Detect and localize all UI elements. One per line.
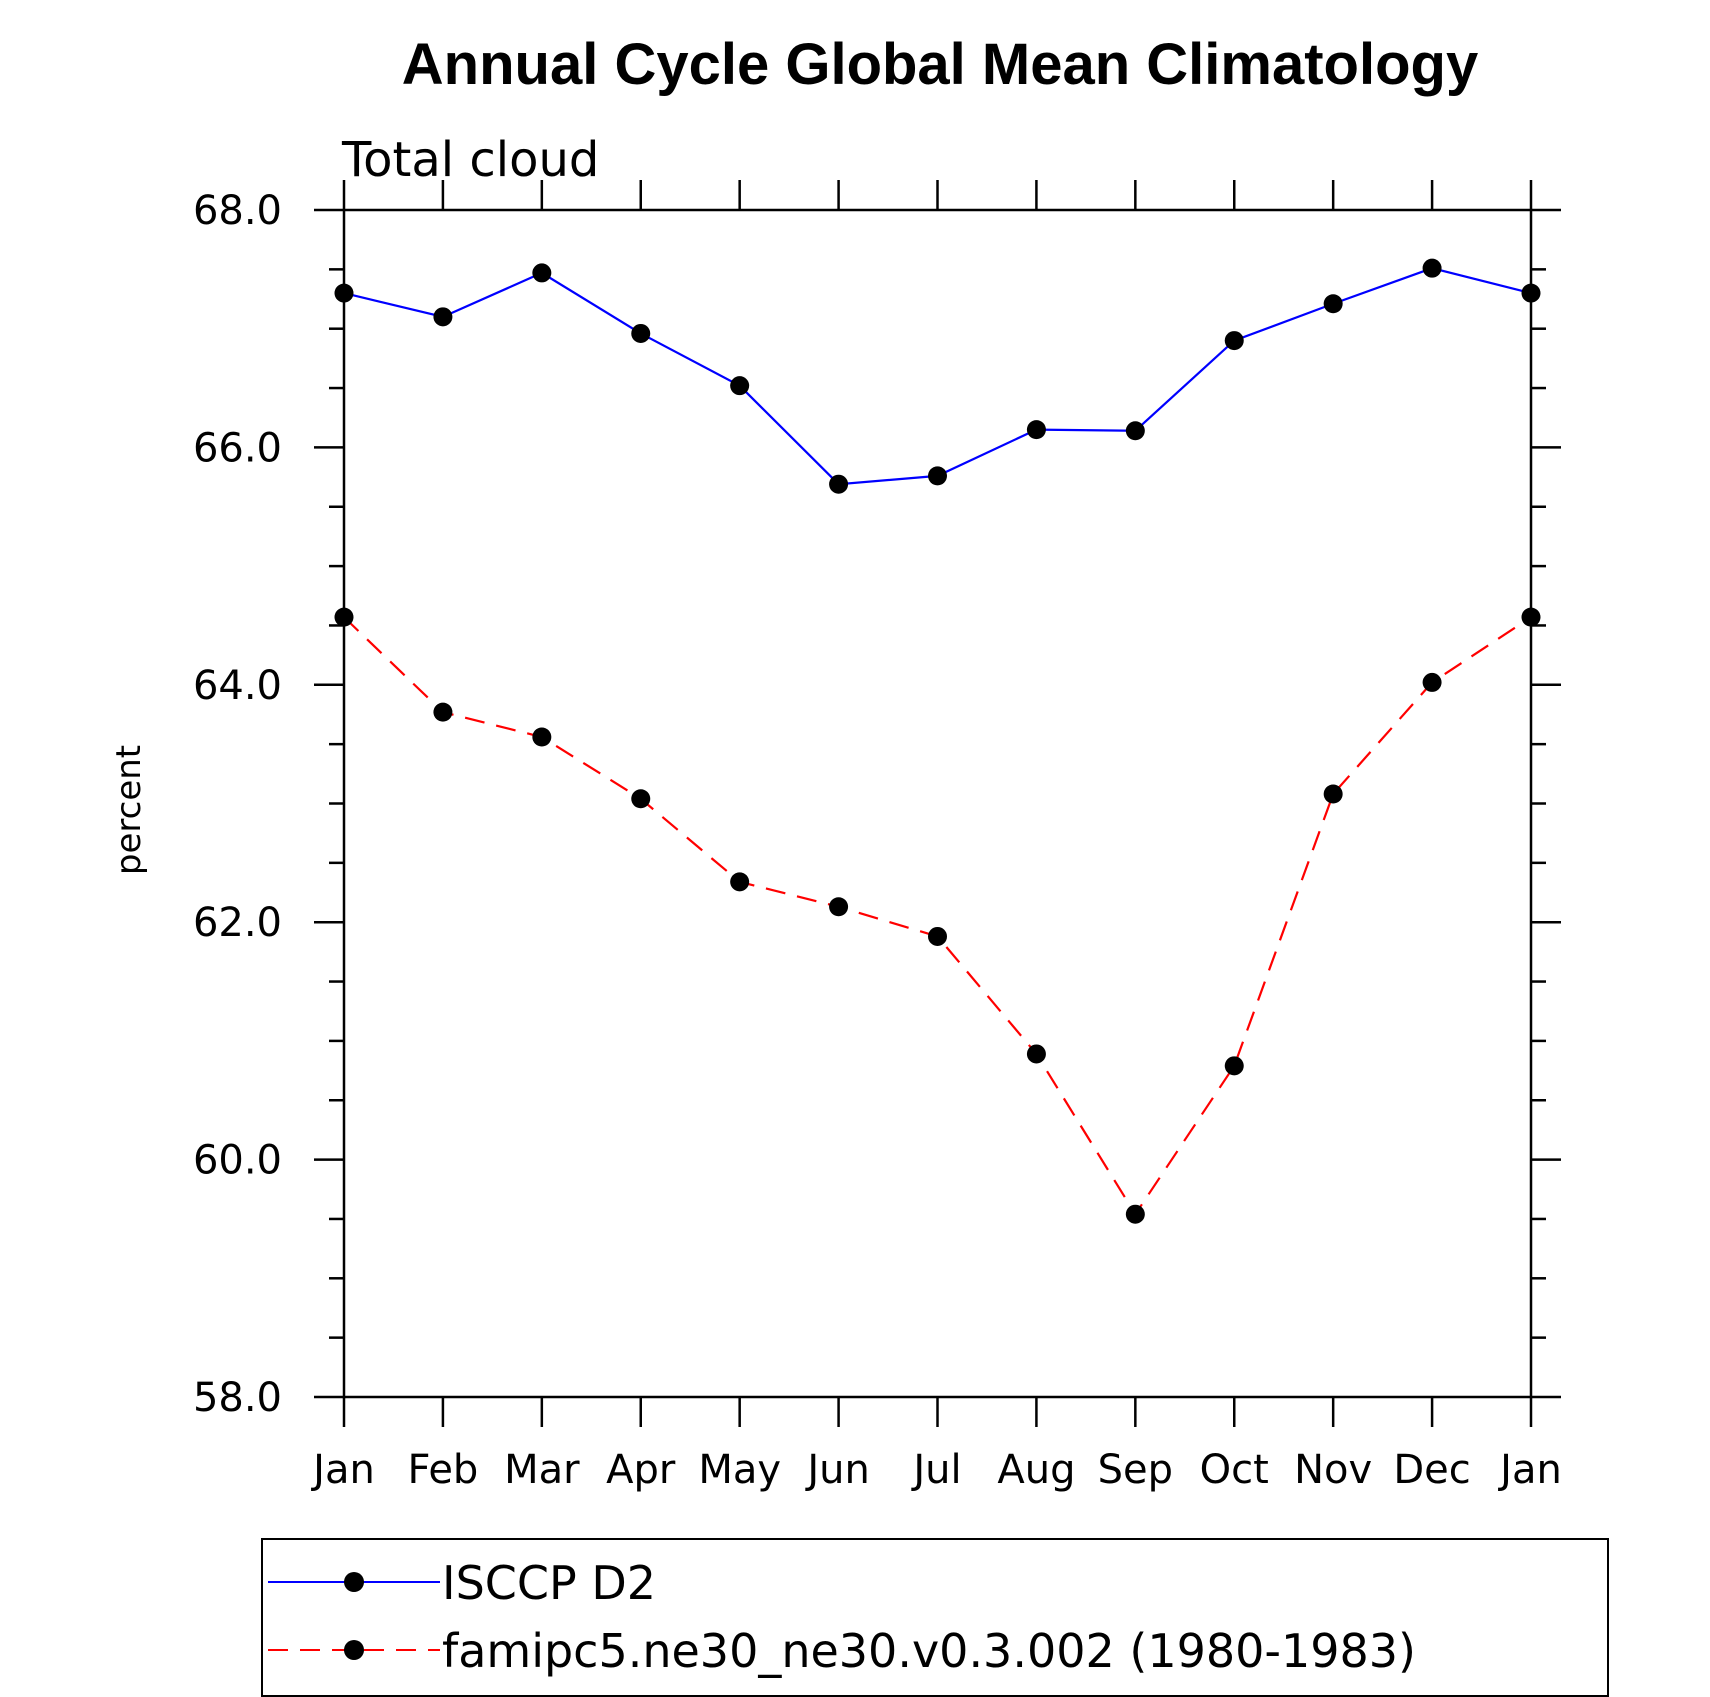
legend-label-isccp: ISCCP D2: [442, 1556, 656, 1610]
series-0-point: [730, 376, 750, 396]
legend-item-famipc5: famipc5.ne30_ne30.v0.3.002 (1980-1983): [268, 1624, 1416, 1678]
y-tick-label: 64.0: [193, 663, 282, 709]
y-tick-label: 68.0: [193, 188, 282, 234]
y-axis-ticks: 58.0 60.0 62.0 64.0 66.0 68.0: [193, 188, 1561, 1421]
series-0-point: [829, 474, 849, 494]
series-1-point: [1125, 1204, 1145, 1224]
legend: ISCCP D2 famipc5.ne30_ne30.v0.3.002 (198…: [261, 1538, 1609, 1697]
x-tick-label: Feb: [408, 1447, 479, 1493]
x-tick-label: Jan: [1497, 1447, 1562, 1493]
series-1-point: [1521, 607, 1541, 627]
series-0-point: [928, 466, 947, 486]
y-tick-label: 58.0: [193, 1375, 282, 1421]
series-0-point: [334, 283, 354, 303]
series-line-1: [343, 616, 1532, 1217]
series-0-point: [1224, 331, 1244, 351]
y-tick-label: 60.0: [193, 1138, 282, 1184]
series-1-point: [334, 607, 354, 627]
series-0-point: [532, 263, 552, 283]
x-tick-label: Nov: [1294, 1447, 1372, 1493]
x-tick-label: Jun: [804, 1447, 870, 1493]
chart-subtitle: Total cloud: [341, 132, 599, 188]
series-1-point: [433, 702, 453, 722]
series-0-point: [1026, 420, 1046, 440]
x-tick-label: Aug: [997, 1447, 1075, 1493]
series-1-point: [829, 897, 849, 917]
series-0-point: [1422, 258, 1442, 278]
x-tick-label: Jul: [910, 1447, 961, 1493]
series-layer: [334, 258, 1541, 1224]
x-tick-label: Dec: [1393, 1447, 1470, 1493]
x-tick-label: Oct: [1200, 1447, 1269, 1493]
series-0-point: [1521, 283, 1541, 303]
series-0-point: [1323, 294, 1343, 314]
series-1-point: [532, 727, 552, 747]
legend-marker-famipc5: [344, 1640, 364, 1660]
y-tick-label: 62.0: [193, 900, 282, 946]
series-0-point: [631, 323, 651, 343]
series-1-point: [1323, 784, 1343, 804]
series-0-point: [1125, 421, 1145, 441]
series-1-point: [928, 926, 947, 946]
x-tick-label: Apr: [606, 1447, 676, 1493]
x-tick-label: Sep: [1098, 1447, 1173, 1493]
legend-marker-isccp: [344, 1572, 364, 1592]
series-line-0: [343, 267, 1532, 486]
series-1-point: [1422, 672, 1442, 692]
series-0-point: [433, 307, 453, 327]
series-1-point: [730, 872, 750, 892]
legend-item-isccp: ISCCP D2: [268, 1556, 656, 1610]
x-axis-ticks: Jan Feb Mar Apr May Jun Jul Aug Sep Oct Nov Dec Jan: [310, 180, 1562, 1493]
x-tick-label: May: [698, 1447, 781, 1493]
legend-label-famipc5: famipc5.ne30_ne30.v0.3.002 (1980-1983): [442, 1624, 1416, 1678]
plot-frame: [342, 208, 1533, 1399]
x-tick-label: Mar: [504, 1447, 580, 1493]
chart-title: Annual Cycle Global Mean Climatology: [402, 32, 1478, 97]
x-tick-label: Jan: [310, 1447, 375, 1493]
y-tick-label: 66.0: [193, 425, 282, 471]
series-1-point: [1026, 1044, 1046, 1064]
series-1-point: [1224, 1056, 1244, 1076]
y-axis-label: percent: [109, 745, 149, 875]
series-1-point: [631, 789, 651, 809]
legend-box: [261, 1538, 1609, 1697]
